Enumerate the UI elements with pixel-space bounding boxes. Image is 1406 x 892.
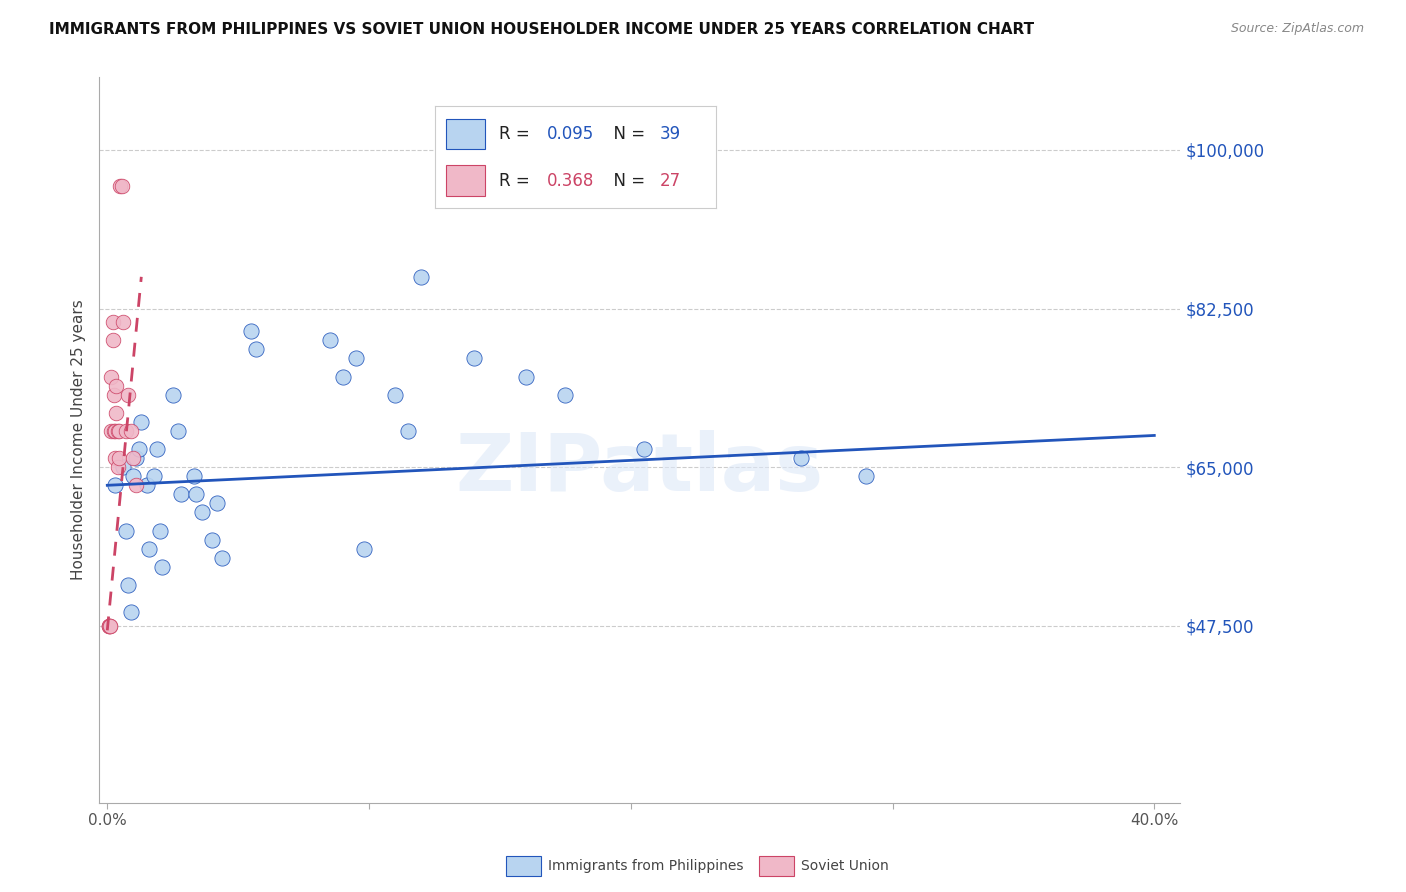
Point [98,619,121,633]
Point [128,442,150,456]
Point [101,333,124,347]
Point [149,524,172,538]
Point [97,619,120,633]
Point [353,541,375,556]
Point [245,343,267,357]
Point [122,469,145,483]
Point [319,333,342,347]
Point [125,478,148,492]
Point [150,560,173,574]
Point [143,469,166,483]
Point [131,415,153,429]
Point [384,387,406,401]
Point [104,478,127,492]
Point [855,469,877,483]
Point [101,315,124,329]
Point [100,424,122,438]
Point [186,487,208,501]
Point [205,496,228,510]
Point [114,524,136,538]
Point [146,442,169,456]
Point [396,424,419,438]
Point [554,387,576,401]
Text: Immigrants from Philippines: Immigrants from Philippines [548,859,744,873]
Point [162,387,184,401]
Point [183,469,205,483]
Point [107,460,129,475]
Point [169,487,191,501]
Point [97,619,120,633]
Point [117,387,139,401]
Point [122,451,145,466]
Point [104,424,127,438]
Point [411,269,433,284]
Point [103,387,125,401]
Point [105,378,128,392]
Point [211,550,233,565]
Point [103,424,125,438]
Point [107,424,129,438]
Point [108,451,131,466]
Y-axis label: Householder Income Under 25 years: Householder Income Under 25 years [72,300,86,581]
Point [344,351,367,366]
Point [790,451,813,466]
Point [97,619,120,633]
Point [201,533,224,547]
Point [240,324,263,338]
Point [111,179,134,194]
Point [100,369,122,384]
Point [135,478,157,492]
Point [332,369,354,384]
Point [190,506,212,520]
Point [633,442,655,456]
Point [138,541,160,556]
Text: ZIPatlas: ZIPatlas [456,430,824,508]
Point [108,424,131,438]
Point [125,451,148,466]
Point [111,460,134,475]
Text: Soviet Union: Soviet Union [801,859,889,873]
Point [105,406,128,420]
Point [111,315,134,329]
Text: IMMIGRANTS FROM PHILIPPINES VS SOVIET UNION HOUSEHOLDER INCOME UNDER 25 YEARS CO: IMMIGRANTS FROM PHILIPPINES VS SOVIET UN… [49,22,1035,37]
Point [117,578,139,592]
Point [114,424,136,438]
Point [120,424,142,438]
Point [463,351,485,366]
Point [120,605,142,619]
Point [104,451,127,466]
Point [98,619,121,633]
Text: Source: ZipAtlas.com: Source: ZipAtlas.com [1230,22,1364,36]
Point [167,424,190,438]
Point [110,179,132,194]
Point [515,369,537,384]
